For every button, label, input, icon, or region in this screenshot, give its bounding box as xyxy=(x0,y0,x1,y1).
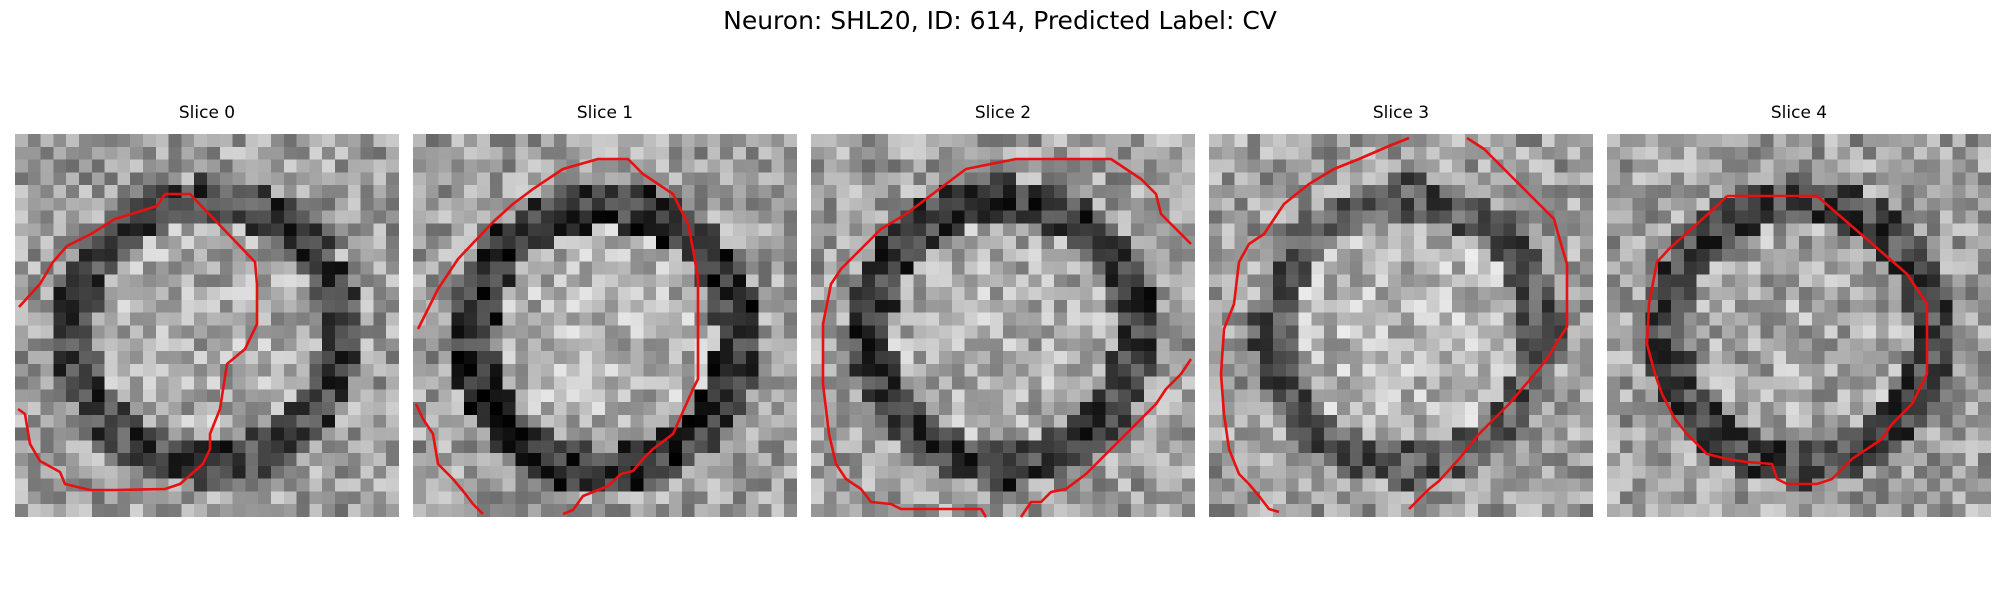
slice-0-contour-overlay xyxy=(17,192,259,492)
slice-3-contour-overlay xyxy=(1219,136,1569,514)
slice-3-roi-contour xyxy=(1408,136,1569,510)
slice-3-image xyxy=(1209,134,1593,517)
slice-2-title: Slice 2 xyxy=(974,103,1032,123)
slice-4-title: Slice 4 xyxy=(1770,103,1828,123)
slice-1-contour-overlay xyxy=(414,157,700,516)
slice-2-roi-contour-main xyxy=(821,157,1192,518)
slice-0-panel: Slice 0 xyxy=(15,103,399,517)
slice-3-panel: Slice 3 xyxy=(1209,103,1593,517)
figure-title: Neuron: SHL20, ID: 614, Predicted Label:… xyxy=(723,6,1277,35)
slice-0-roi-contour xyxy=(17,192,259,492)
slice-3-roi-contour-left xyxy=(1219,136,1410,514)
slice-2-roi-contour xyxy=(1019,358,1193,518)
slice-1-roi-contour xyxy=(416,157,700,516)
slice-2-image xyxy=(811,134,1195,517)
slice-1-title: Slice 1 xyxy=(576,103,634,123)
slice-1-roi-contour-lower xyxy=(414,403,484,515)
slice-4-roi-contour xyxy=(1645,194,1929,486)
slice-4-contour-overlay xyxy=(1645,194,1929,486)
slice-1-panel: Slice 1 xyxy=(413,103,797,517)
slice-4-panel: Slice 4 xyxy=(1607,103,1991,517)
slice-2-contour-overlay xyxy=(821,157,1193,518)
slice-0-title: Slice 0 xyxy=(178,103,236,123)
slice-3-title: Slice 3 xyxy=(1372,103,1430,123)
slice-2-panel: Slice 2 xyxy=(811,103,1195,518)
slice-1-image xyxy=(413,134,797,517)
